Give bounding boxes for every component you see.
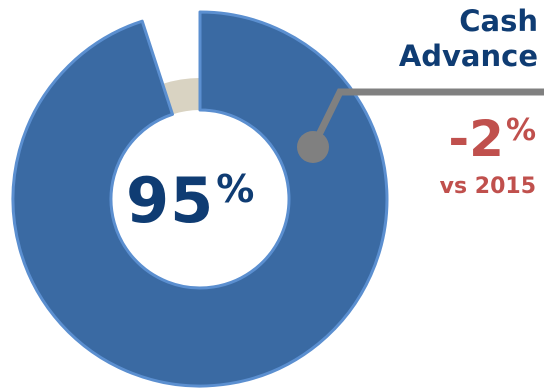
center-value-number: 95	[126, 164, 215, 237]
donut-slice-remaining	[162, 78, 200, 115]
leader-line-dot	[297, 131, 329, 163]
donut-slice-cash-advance	[11, 10, 389, 388]
change-value-unit: %	[505, 113, 536, 148]
donut-slices	[11, 10, 389, 388]
leader-line-path	[309, 88, 544, 149]
chart-title: Cash Advance	[398, 4, 538, 73]
change-value-number: -2	[448, 110, 504, 168]
leader-line	[297, 88, 544, 163]
change-value: -2%	[448, 114, 536, 164]
center-value-unit: %	[216, 167, 255, 211]
change-comparison-label: vs 2015	[439, 174, 536, 199]
center-value: 95%	[126, 170, 254, 232]
